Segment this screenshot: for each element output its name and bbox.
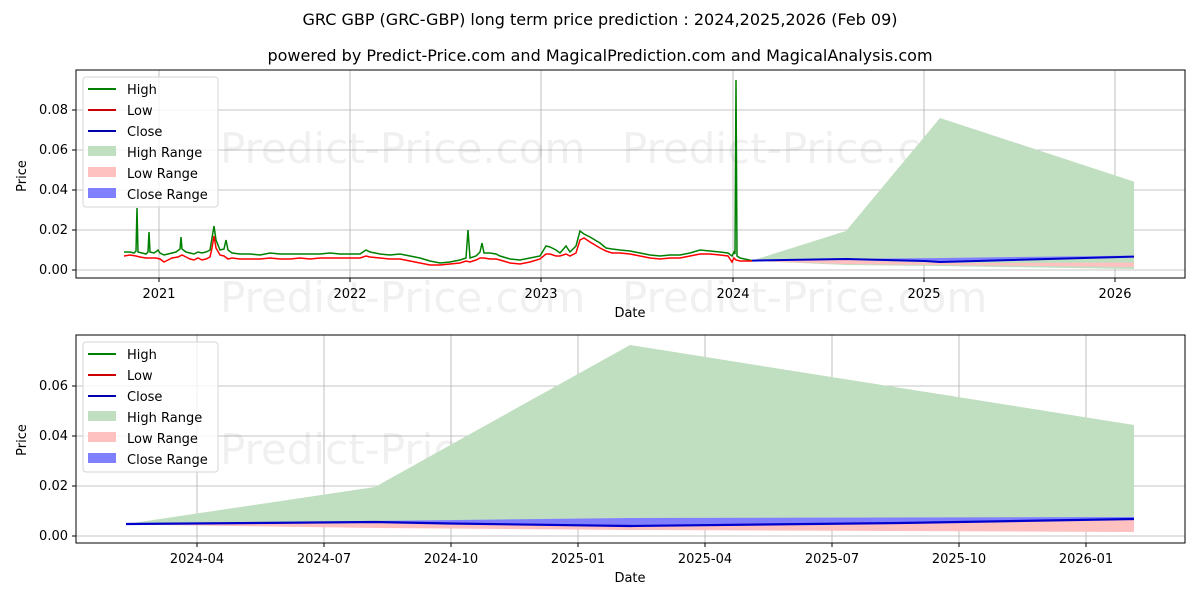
low-history-line [123,235,752,266]
bottom-xtick-label: 2024-04 [170,552,224,567]
top-y-ticks [72,109,76,271]
close-range-area [752,255,1134,262]
high-range-area [752,118,1134,269]
chart-subtitle: powered by Predict-Price.com and Magical… [267,46,933,65]
top-axes-frame [75,69,1186,279]
top-ytick-label: 0.00 [39,263,68,278]
legend-close: Close [127,390,162,405]
bottom-ytick-label: 0.06 [39,379,68,394]
low-range-area [752,260,1134,267]
top-xtick-label: 2023 [524,287,557,302]
top-y-axis-label: Price [15,160,30,192]
legend-high: High [127,83,157,98]
bottom-chart: Predict-Price.com Predict-Price.com 0.00… [15,334,1186,586]
legend-close-range: Close Range [127,453,208,468]
legend-close-range: Close Range [127,188,208,203]
top-ytick-label: 0.08 [39,103,68,118]
close-forecast-line [125,517,1135,528]
legend-high-range-swatch [88,411,116,421]
legend-low-range: Low Range [127,167,198,182]
bottom-y-axis-label: Price [15,424,30,456]
chart-title: GRC GBP (GRC-GBP) long term price predic… [302,10,898,29]
bottom-ytick-label: 0.02 [39,479,68,494]
bottom-xtick-label: 2025-10 [932,552,986,567]
top-ytick-label: 0.04 [39,183,68,198]
bottom-xtick-label: 2024-07 [297,552,351,567]
bottom-xtick-label: 2025-04 [678,552,732,567]
legend-high-range: High Range [127,411,202,426]
top-x-axis-label: Date [614,306,645,321]
legend-low-range-swatch [88,432,116,442]
top-xtick-label: 2021 [142,287,175,302]
legend-high-range-swatch [88,146,116,156]
bottom-ytick-label: 0.04 [39,429,68,444]
legend-low: Low [127,104,153,119]
bottom-xtick-label: 2025-07 [805,552,859,567]
legend-high: High [127,348,157,363]
legend-low: Low [127,369,153,384]
legend-close: Close [127,125,162,140]
legend-low-range: Low Range [127,432,198,447]
top-legend: High Low Close High Range Low Range Clos… [82,76,219,208]
legend-close-range-swatch [88,453,116,463]
top-xtick-label: 2022 [333,287,366,302]
legend-low-range-swatch [88,167,116,177]
top-xtick-label: 2024 [716,287,749,302]
legend-high-range: High Range [127,146,202,161]
high-history-line [124,79,753,264]
watermark: Predict-Price.com [622,273,987,322]
bottom-ytick-label: 0.00 [39,529,68,544]
top-chart: Predict-Price.com Predict-Price.com Pred… [15,69,1186,322]
bottom-xtick-label: 2025-01 [551,552,605,567]
close-forecast-line [751,255,1135,264]
watermark: Predict-Price.com [220,124,585,173]
bottom-legend: High Low Close High Range Low Range Clos… [82,341,219,473]
bottom-xtick-label: 2024-10 [424,552,478,567]
top-ytick-label: 0.06 [39,143,68,158]
watermark: Predict-Price.com [220,273,585,322]
top-xtick-label: 2026 [1098,287,1131,302]
legend-close-range-swatch [88,188,116,198]
bottom-y-ticks [72,385,76,537]
bottom-axes-frame [75,334,1186,544]
bottom-xtick-label: 2026-01 [1059,552,1113,567]
top-xtick-label: 2025 [907,287,940,302]
bottom-x-axis-label: Date [614,571,645,586]
bottom-x-ticks [196,543,1087,547]
top-x-ticks [158,278,1116,282]
high-range-area [126,345,1134,524]
close-range-area [126,517,1134,527]
low-range-area [126,519,1134,532]
top-ytick-label: 0.02 [39,223,68,238]
